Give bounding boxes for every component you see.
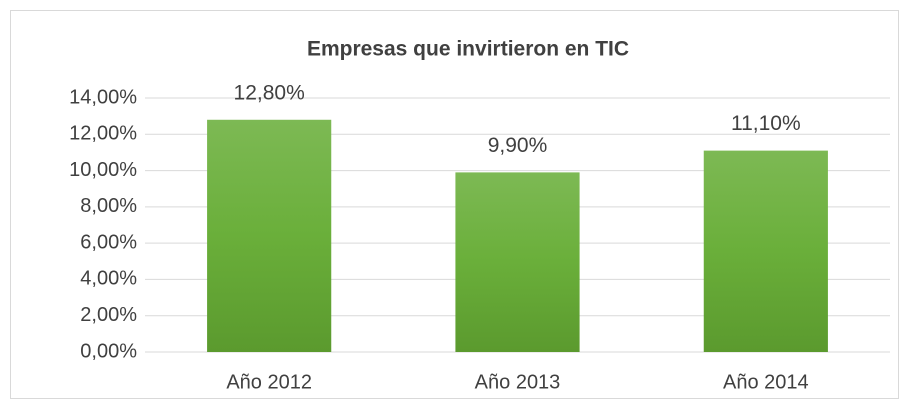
- y-tick-label: 14,00%: [69, 86, 137, 108]
- x-tick-label: Año 2014: [723, 371, 809, 393]
- chart-title: Empresas que invirtieron en TIC: [307, 38, 629, 61]
- y-tick-label: 2,00%: [80, 304, 137, 326]
- value-label: 12,80%: [234, 81, 305, 104]
- value-label: 11,10%: [731, 112, 801, 135]
- value-label: 9,90%: [488, 134, 548, 157]
- y-tick-label: 4,00%: [80, 268, 137, 290]
- bar: [207, 119, 332, 353]
- y-tick-label: 8,00%: [80, 195, 137, 217]
- y-tick-label: 10,00%: [69, 159, 137, 181]
- x-tick-label: Año 2013: [475, 371, 561, 393]
- y-tick-label: 12,00%: [69, 123, 137, 145]
- y-tick-label: 0,00%: [80, 340, 137, 362]
- x-tick-label: Año 2012: [226, 371, 312, 393]
- y-tick-label: 6,00%: [80, 231, 137, 253]
- bar: [455, 172, 580, 352]
- bar: [703, 150, 828, 352]
